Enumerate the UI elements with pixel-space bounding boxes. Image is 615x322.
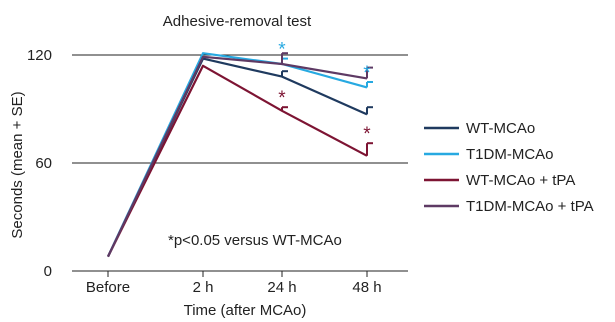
legend-label-0: WT-MCAo	[466, 120, 535, 137]
legend-label-2: WT-MCAo + tPA	[466, 172, 575, 189]
series-lines	[107, 52, 368, 258]
x-tick-label-0: Before	[86, 279, 130, 296]
x-tick-label-2: 24 h	[267, 279, 296, 296]
significance-asterisk-2-2: *	[278, 88, 286, 109]
legend-label-3: T1DM-MCAo + tPA	[466, 198, 594, 215]
legend-label-1: T1DM-MCAo	[466, 146, 554, 163]
x-axis-ticks: Before 2 h 24 h 48 h	[86, 271, 382, 296]
legend: WT-MCAo T1DM-MCAo WT-MCAo + tPA T1DM-MCAo +…	[424, 120, 594, 215]
x-tick-label-3: 48 h	[352, 279, 381, 296]
significance-asterisk-2-3: *	[363, 124, 371, 145]
significance-note: *p<0.05 versus WT-MCAo	[168, 232, 342, 249]
x-axis-title: Time (after MCAo)	[184, 302, 307, 319]
x-tick-label-1: 2 h	[193, 279, 214, 296]
y-tick-label-0: 0	[44, 263, 52, 280]
series-line-3	[107, 55, 368, 258]
significance-asterisk-1-2: *	[278, 40, 286, 61]
y-tick-label-60: 60	[35, 155, 52, 172]
significance-marks: * * * *	[278, 40, 371, 146]
series-line-2	[107, 64, 368, 258]
significance-asterisk-1-3: *	[363, 63, 371, 84]
error-bars	[281, 52, 373, 156]
chart-title: Adhesive-removal test	[163, 13, 312, 30]
series-line-0	[107, 57, 368, 258]
y-axis-title: Seconds (mean + SE)	[9, 91, 26, 238]
y-axis-ticks: 0 60 120	[27, 47, 52, 280]
series-line-1	[107, 52, 368, 258]
y-tick-label-120: 120	[27, 47, 52, 64]
gridlines	[72, 54, 408, 164]
